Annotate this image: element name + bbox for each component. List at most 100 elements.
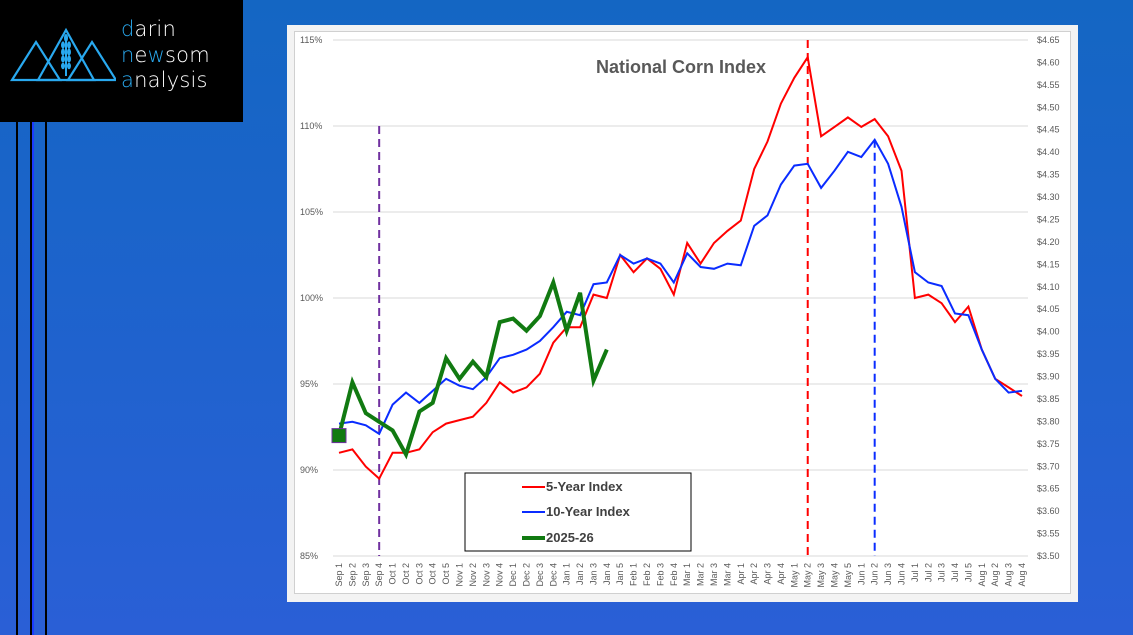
y2-tick-label: $4.10 — [1037, 282, 1060, 292]
x-tick-label: Mar 1 — [682, 563, 692, 586]
decorative-line — [30, 122, 32, 635]
y2-tick-label: $3.70 — [1037, 461, 1060, 471]
x-tick-label: Feb 3 — [655, 563, 665, 586]
x-tick-label: Jun 1 — [856, 563, 866, 585]
gridlines — [333, 39, 1028, 557]
x-tick-label: Oct 2 — [401, 563, 411, 585]
x-tick-label: Oct 4 — [428, 563, 438, 585]
y2-tick-label: $4.60 — [1037, 57, 1060, 67]
y2-tick-label: $3.75 — [1037, 439, 1060, 449]
brand-initial-d: d — [121, 17, 135, 41]
x-tick-label: May 4 — [830, 563, 840, 588]
y-tick-label: 85% — [300, 551, 318, 561]
x-tick-label: Feb 1 — [629, 563, 639, 586]
y2-tick-label: $4.50 — [1037, 102, 1060, 112]
legend-label-5-year: 5-Year Index — [546, 479, 623, 494]
x-tick-label: Nov 3 — [481, 563, 491, 587]
decorative-line-blue — [32, 122, 34, 635]
y-tick-label: 105% — [300, 207, 323, 217]
x-tick-label: Jun 4 — [896, 563, 906, 585]
y-axis-right: $3.50 $3.55 $3.60 $3.65 $3.70 $3.75 $3.80 $3.85… — [1037, 35, 1060, 561]
x-tick-label: Jan 2 — [575, 563, 585, 585]
y-tick-label: 95% — [300, 379, 318, 389]
x-tick-label: Dec 1 — [508, 563, 518, 587]
x-tick-label: Sep 1 — [334, 563, 344, 587]
decorative-line — [45, 122, 47, 635]
brand-line-3: analysis — [121, 68, 210, 94]
x-tick-label: Aug 3 — [1004, 563, 1014, 587]
brand-initial-n: n — [121, 42, 135, 67]
x-tick-label: May 5 — [843, 563, 853, 588]
x-tick-label: Apr 3 — [763, 563, 773, 585]
x-tick-label: May 3 — [816, 563, 826, 588]
x-tick-label: Sep 3 — [361, 563, 371, 587]
y2-tick-label: $4.15 — [1037, 259, 1060, 269]
x-tick-label: Aug 2 — [990, 563, 1000, 587]
brand-line-2: newsom — [121, 43, 210, 69]
legend-label-10-year: 10-Year Index — [546, 504, 631, 519]
x-axis: Sep 1 Sep 2 Sep 3 Sep 4 Oct 1 Oct 2 Oct 3 Oct 4… — [334, 563, 1027, 588]
y2-tick-label: $4.65 — [1037, 35, 1060, 45]
x-tick-label: Nov 1 — [455, 563, 465, 587]
x-tick-label: Feb 2 — [642, 563, 652, 586]
legend-label-2025-26: 2025-26 — [546, 530, 594, 545]
decorative-line — [16, 122, 18, 635]
x-tick-label: Apr 2 — [749, 563, 759, 585]
y-tick-label: 115% — [300, 35, 322, 45]
y2-tick-label: $4.30 — [1037, 192, 1060, 202]
x-tick-label: Jun 3 — [883, 563, 893, 585]
x-tick-label: Dec 3 — [535, 563, 545, 587]
x-tick-label: Jul 2 — [923, 563, 933, 582]
brand-initial-w: w — [147, 42, 166, 67]
x-tick-label: Jul 5 — [963, 563, 973, 582]
x-tick-label: Aug 1 — [977, 563, 987, 587]
x-tick-label: Aug 4 — [1017, 563, 1027, 587]
y-tick-label: 110% — [300, 121, 322, 131]
current-start-marker — [331, 428, 347, 444]
x-tick-label: Oct 1 — [388, 563, 398, 585]
x-tick-label: Jan 3 — [588, 563, 598, 585]
x-tick-label: Nov 4 — [495, 563, 505, 587]
x-tick-label: Oct 5 — [441, 563, 451, 585]
x-tick-label: Mar 4 — [722, 563, 732, 586]
brand-initial-a: a — [121, 68, 135, 92]
x-tick-label: Sep 4 — [374, 563, 384, 587]
y2-tick-label: $3.95 — [1037, 349, 1060, 359]
series-line-2025-26 — [337, 276, 609, 460]
vertical-markers — [378, 40, 876, 556]
y2-tick-label: $3.90 — [1037, 372, 1060, 382]
y2-tick-label: $4.45 — [1037, 125, 1060, 135]
x-tick-label: May 1 — [789, 563, 799, 588]
chart-title: National Corn Index — [596, 57, 766, 77]
y2-tick-label: $4.35 — [1037, 170, 1060, 180]
x-tick-label: Sep 2 — [347, 563, 357, 587]
x-tick-label: Jan 1 — [562, 563, 572, 585]
x-tick-label: Jul 1 — [910, 563, 920, 582]
y2-tick-label: $4.20 — [1037, 237, 1060, 247]
x-tick-label: Feb 4 — [669, 563, 679, 586]
y2-tick-label: $4.05 — [1037, 304, 1060, 314]
y-axis-left: 85% 90% 95% 100% 105% 110% 115% — [300, 35, 323, 561]
series-lines — [331, 54, 1023, 481]
y2-tick-label: $4.25 — [1037, 214, 1060, 224]
brand-logo: darin newsom analysis — [0, 0, 243, 122]
y2-tick-label: $4.00 — [1037, 327, 1060, 337]
legend: 5-Year Index 10-Year Index 2025-26 — [464, 472, 692, 552]
x-tick-label: Apr 1 — [736, 563, 746, 585]
y2-tick-label: $3.80 — [1037, 416, 1060, 426]
brand-text-e: e — [134, 42, 148, 67]
y2-tick-label: $4.40 — [1037, 147, 1060, 157]
x-tick-label: Dec 2 — [521, 563, 531, 587]
legend-box — [464, 472, 692, 552]
mountain-wheat-logo-icon — [10, 27, 116, 82]
x-tick-label: Jan 5 — [615, 563, 625, 585]
brand-text-nalysis: nalysis — [134, 68, 208, 92]
x-tick-label: Dec 4 — [548, 563, 558, 587]
brand-text-arin: arin — [134, 17, 176, 41]
x-tick-label: Jul 4 — [950, 563, 960, 582]
y-tick-label: 100% — [300, 293, 323, 303]
y2-tick-label: $3.65 — [1037, 484, 1060, 494]
brand-line-1: darin — [121, 17, 210, 43]
x-tick-label: Jan 4 — [602, 563, 612, 585]
